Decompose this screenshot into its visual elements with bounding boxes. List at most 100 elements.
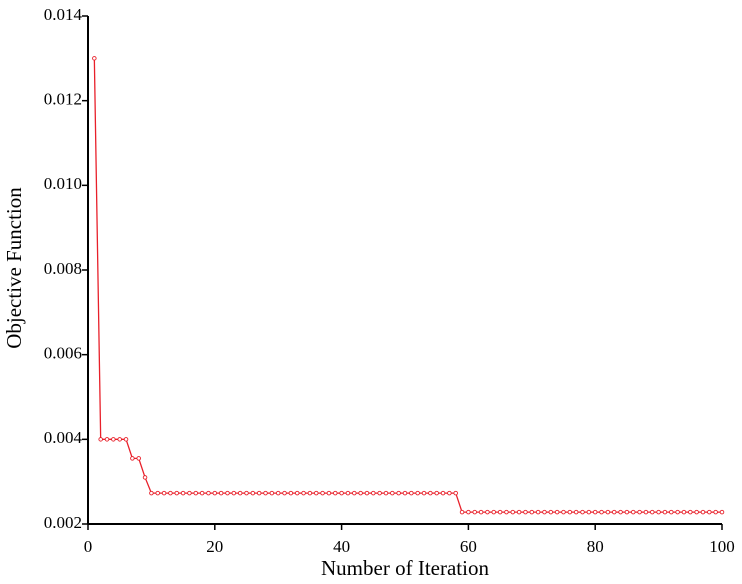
point	[326, 490, 332, 496]
x-tick-label: 0	[84, 537, 93, 556]
point	[161, 490, 167, 496]
point	[713, 509, 718, 515]
point	[669, 509, 674, 515]
point	[447, 490, 452, 496]
point	[142, 475, 148, 480]
point	[478, 509, 484, 515]
point	[599, 509, 604, 515]
y-axis-title: Objective Function	[2, 187, 26, 349]
point	[396, 490, 401, 496]
point	[225, 490, 230, 496]
point	[212, 490, 218, 496]
point	[516, 509, 522, 515]
point	[168, 490, 173, 496]
point	[358, 490, 363, 496]
point	[440, 490, 446, 496]
point	[155, 490, 160, 496]
point	[630, 509, 636, 515]
point	[453, 490, 458, 496]
point	[383, 490, 389, 496]
point	[123, 437, 129, 442]
point	[523, 509, 528, 515]
point	[244, 490, 249, 496]
point	[491, 509, 497, 515]
x-tick-label: 100	[709, 537, 735, 556]
point	[136, 456, 141, 461]
point	[98, 437, 103, 442]
point	[510, 509, 516, 515]
point	[611, 509, 617, 515]
point	[149, 490, 154, 496]
point	[421, 490, 427, 496]
point	[624, 509, 630, 515]
point	[504, 509, 509, 515]
point	[199, 490, 205, 496]
point	[529, 509, 535, 515]
point	[339, 490, 344, 496]
point	[586, 509, 592, 515]
y-tick-label: 0.008	[44, 259, 82, 278]
point	[218, 490, 224, 496]
point	[618, 509, 623, 515]
point	[650, 509, 655, 515]
point	[637, 509, 642, 515]
x-axis-title: Number of Iteration	[321, 556, 489, 580]
point	[263, 490, 268, 496]
point	[561, 509, 566, 515]
y-tick-label: 0.002	[44, 513, 82, 532]
point	[402, 490, 408, 496]
point	[313, 490, 319, 496]
point	[428, 490, 433, 496]
point	[409, 490, 414, 496]
point	[231, 490, 237, 496]
point	[307, 490, 313, 496]
point	[656, 509, 661, 515]
line	[93, 58, 722, 513]
point	[180, 490, 186, 496]
point	[497, 509, 503, 515]
y-tick-label: 0.004	[44, 428, 83, 447]
point	[269, 490, 275, 496]
point	[390, 490, 395, 496]
x-tick-label: 80	[587, 537, 604, 556]
point	[130, 456, 135, 461]
point	[466, 509, 471, 515]
point	[700, 509, 706, 515]
point	[111, 437, 116, 442]
point	[415, 490, 420, 496]
point	[333, 490, 338, 496]
point	[434, 490, 439, 496]
point	[371, 490, 376, 496]
point	[193, 490, 199, 496]
point	[459, 509, 465, 515]
point	[662, 509, 668, 515]
point	[707, 509, 712, 515]
point	[548, 509, 554, 515]
point	[573, 509, 579, 515]
x-tick-label: 40	[333, 537, 350, 556]
point	[174, 490, 180, 496]
point	[345, 490, 351, 496]
point	[377, 490, 382, 496]
point	[92, 56, 97, 61]
point	[605, 509, 611, 515]
point	[256, 490, 262, 496]
point	[352, 490, 357, 496]
point	[554, 509, 560, 515]
point	[294, 490, 300, 496]
point	[288, 490, 294, 496]
point	[681, 509, 687, 515]
point	[275, 490, 281, 496]
point	[237, 490, 243, 496]
x-tick-label: 20	[206, 537, 223, 556]
point	[580, 509, 585, 515]
point	[535, 509, 541, 515]
point	[485, 509, 490, 515]
point	[542, 509, 547, 515]
y-tick-label: 0.014	[44, 5, 83, 24]
x-tick-label: 60	[460, 537, 477, 556]
point	[117, 437, 122, 442]
point	[301, 490, 306, 496]
